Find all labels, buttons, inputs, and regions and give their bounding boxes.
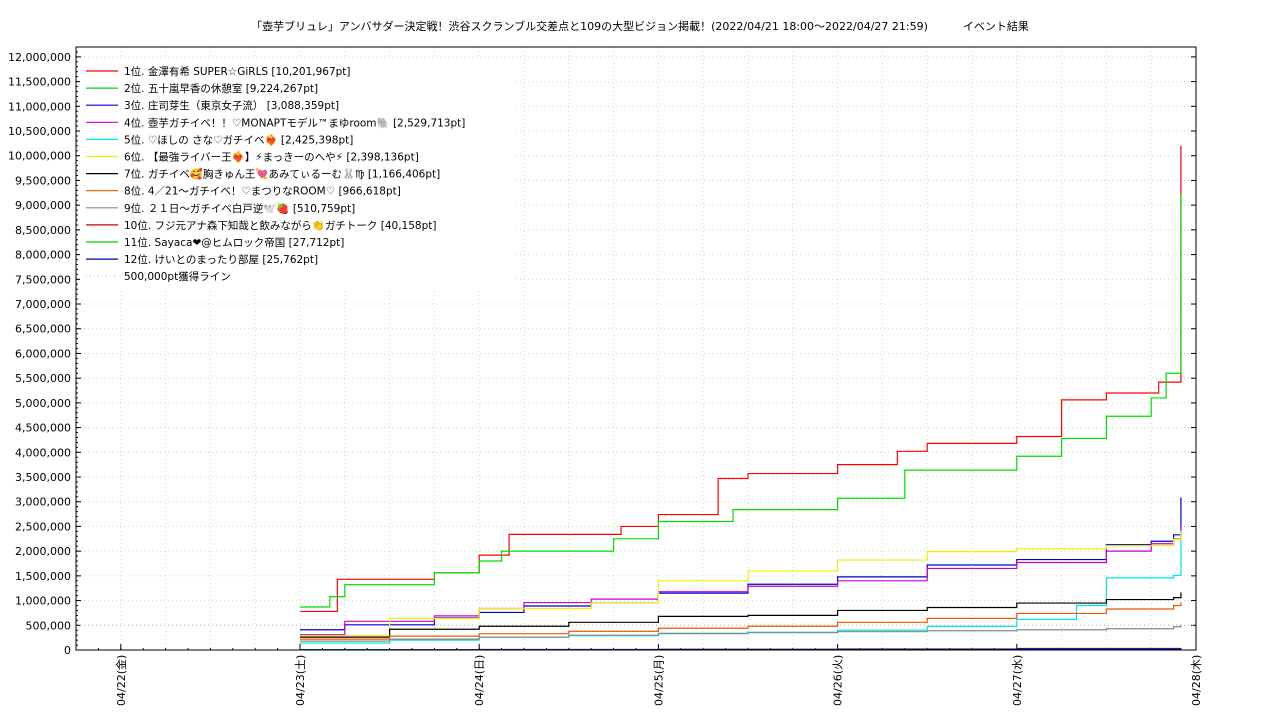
y-tick-label: 1,500,000 — [15, 570, 71, 583]
chart-title: 「壺芋ブリュレ」アンバサダー決定戦！渋谷スクランブル交差点と109の大型ビジョン… — [251, 20, 1029, 33]
legend-entry: 12位. けいとのまったり部屋 [25,762pt] — [124, 253, 318, 266]
legend-entry: 8位. 4／21〜ガチイベ！♡まつりなROOM♡ [966,618pt] — [124, 185, 401, 198]
legend-entry: 6位. 【最強ライバー王❤️‍🔥】⚡まっきーのへや⚡ [2,398,136pt] — [124, 151, 419, 164]
y-tick-label: 1,000,000 — [15, 595, 71, 608]
y-tick-label: 8,000,000 — [15, 249, 71, 262]
y-tick-label: 12,000,000 — [8, 51, 71, 64]
y-tick-label: 4,500,000 — [15, 422, 71, 435]
legend-entry: 10位. フジ元アナ森下知哉と飲みながら👏ガチトーク [40,158pt] — [124, 219, 436, 232]
x-tick-label: 04/25(月) — [652, 655, 665, 706]
y-tick-label: 4,000,000 — [15, 446, 71, 459]
y-tick-label: 500,000 — [26, 619, 72, 632]
x-tick-label: 04/22(金) — [114, 655, 128, 706]
legend-entry: 500,000pt獲得ライン — [124, 270, 231, 283]
y-tick-label: 11,000,000 — [8, 100, 71, 113]
legend-entry: 5位. ♡ほしの さな♡ガチイベ❤️‍🔥 [2,425,398pt] — [124, 133, 353, 146]
series-line-7 — [300, 592, 1182, 638]
y-tick-label: 10,500,000 — [8, 125, 71, 138]
legend-entry: 7位. ガチイベ🥰胸きゅん王💘あみてぃるーむ🐰♍ [1,166,406pt] — [124, 168, 440, 181]
x-tick-label: 04/23(土) — [294, 655, 307, 706]
x-tick-label: 04/28(木) — [1190, 655, 1203, 706]
y-tick-label: 2,000,000 — [15, 545, 71, 558]
y-tick-label: 6,000,000 — [15, 347, 71, 360]
y-tick-label: 8,500,000 — [15, 224, 71, 237]
series-line-9 — [300, 624, 1182, 642]
series-line-2 — [300, 194, 1182, 608]
y-tick-label: 5,500,000 — [15, 372, 71, 385]
y-tick-label: 5,000,000 — [15, 397, 71, 410]
y-tick-label: 6,500,000 — [15, 323, 71, 336]
y-tick-label: 3,000,000 — [15, 496, 71, 509]
y-tick-label: 7,000,000 — [15, 298, 71, 311]
series-line-4 — [300, 524, 1182, 636]
legend-box — [80, 58, 514, 288]
legend-entry: 2位. 五十嵐早香の休憩室 [9,224,267pt] — [124, 82, 318, 95]
y-tick-label: 11,500,000 — [8, 76, 71, 89]
y-tick-label: 3,500,000 — [15, 471, 71, 484]
plot-frame — [75, 46, 1197, 651]
series-line-8 — [300, 602, 1182, 640]
legend-entry: 1位. 金澤有希 SUPER☆GiRLS [10,201,967pt] — [124, 65, 351, 78]
legend-entry: 9位. ２１日〜ガチイベ白戸逆🕊️🍓 [510,759pt] — [124, 202, 355, 215]
x-tick-label: 04/26(火) — [832, 655, 845, 706]
legend-entry: 4位. 壺芋ガチイベ！！♡MONAPTモデル™まゆroom🐘 [2,529,71… — [124, 116, 465, 129]
legend-entry: 3位. 庄司芽生（東京女子流） [3,088,359pt] — [124, 99, 339, 112]
y-tick-label: 9,500,000 — [15, 174, 71, 187]
series-line-6 — [300, 531, 1182, 637]
x-tick-label: 04/27(水) — [1011, 655, 1024, 706]
x-tick-label: 04/24(日) — [473, 655, 486, 706]
legend-entry: 11位. Sayaca❤@ヒムロック帝国 [27,712pt] — [124, 236, 344, 249]
y-tick-label: 7,500,000 — [15, 273, 71, 286]
y-tick-label: 0 — [64, 644, 71, 657]
y-tick-label: 10,000,000 — [8, 150, 71, 163]
y-tick-label: 2,500,000 — [15, 520, 71, 533]
y-tick-label: 9,000,000 — [15, 199, 71, 212]
